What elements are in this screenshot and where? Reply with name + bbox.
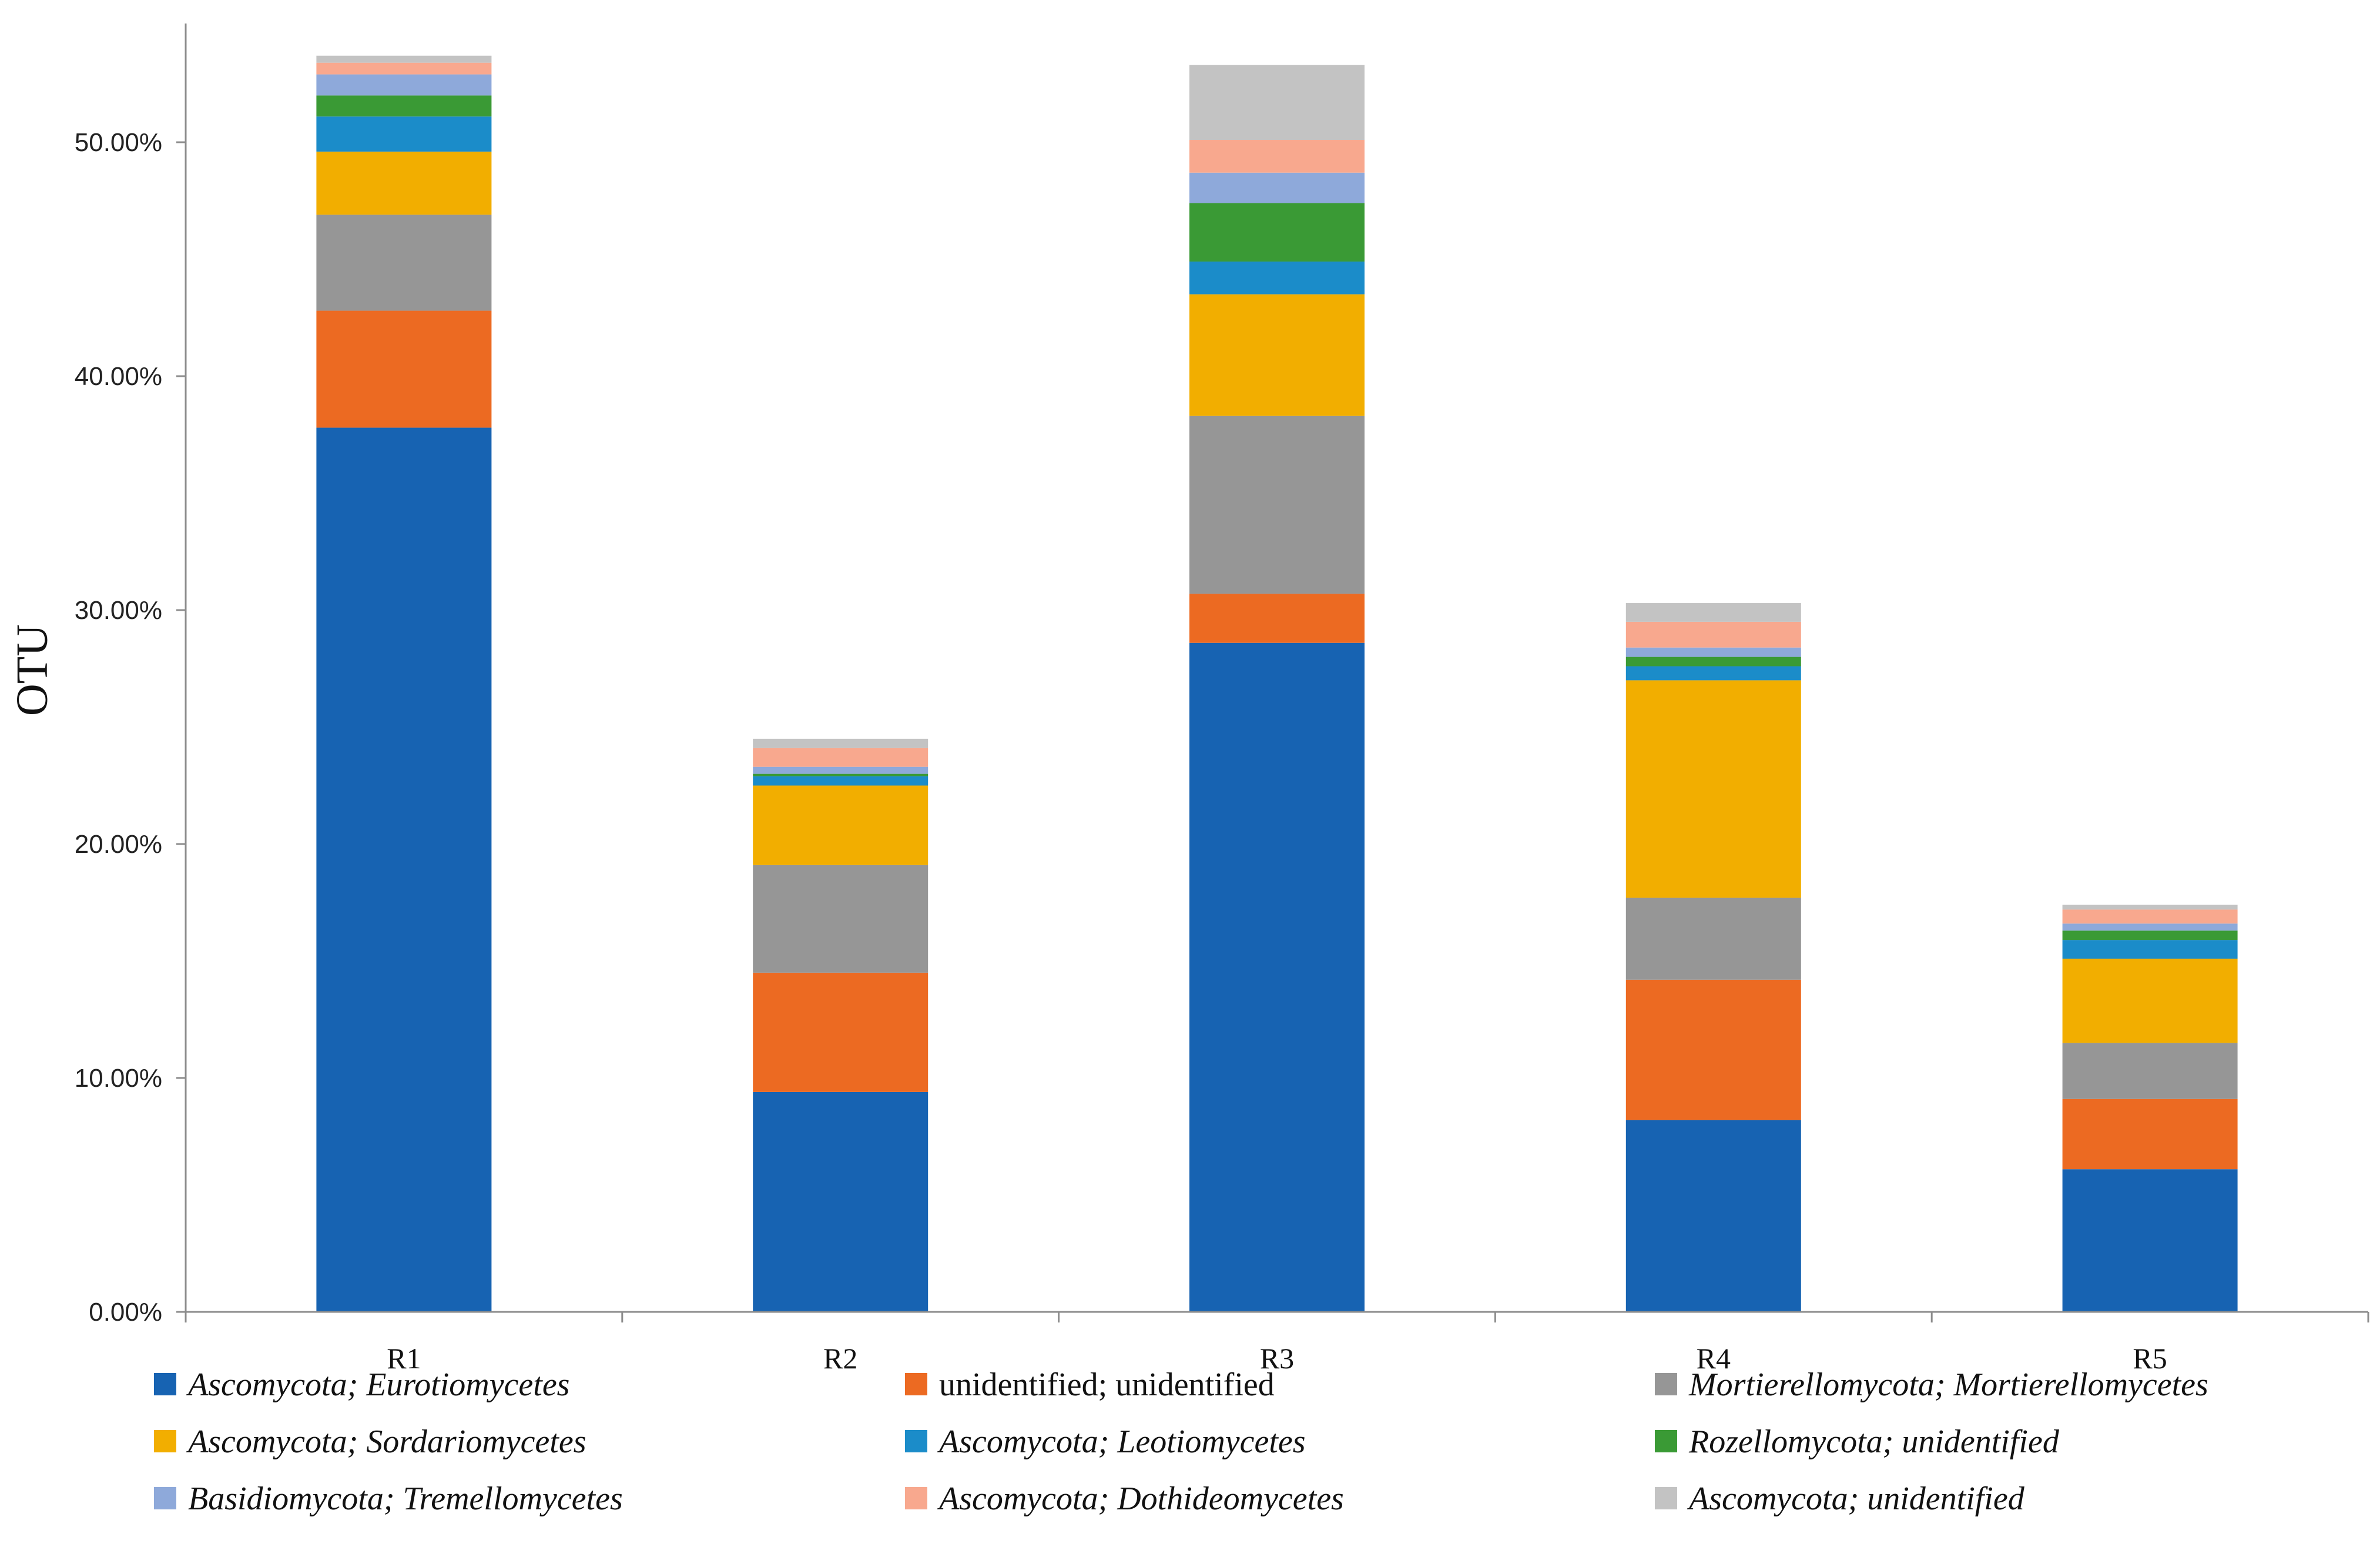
legend-swatch <box>154 1373 176 1395</box>
bar-segment <box>1189 416 1365 594</box>
legend-item: Ascomycota; Eurotiomycetes <box>154 1367 569 1403</box>
bar-segment <box>1189 65 1365 140</box>
bar-segment <box>1625 979 1801 1120</box>
bar-segment <box>316 310 492 428</box>
bar-segment <box>1189 140 1365 173</box>
bar-segment <box>1189 261 1365 294</box>
bar-segment <box>1625 666 1801 681</box>
bar-segment <box>753 776 928 786</box>
bar-segment <box>316 116 492 152</box>
bar-segment <box>1625 647 1801 657</box>
y-axis-title-group: OTU <box>8 624 57 716</box>
legend-item: Ascomycota; Sordariomycetes <box>154 1424 586 1460</box>
legend-swatch <box>905 1430 927 1452</box>
legend-swatch <box>1655 1373 1677 1395</box>
y-tick-label: 50.00% <box>75 128 162 157</box>
bar-segment <box>1189 642 1365 1312</box>
bar-segment <box>2062 1043 2238 1099</box>
legend-swatch <box>1655 1487 1677 1509</box>
bar-segment <box>2062 923 2238 931</box>
bar-segment <box>753 865 928 973</box>
bar-segment <box>2062 1169 2238 1312</box>
bar-segment <box>2062 905 2238 910</box>
legend-item: Ascomycota; unidentified <box>1655 1481 2025 1517</box>
bar-segment <box>1189 594 1365 643</box>
x-tick-label: R4 <box>1697 1342 1731 1375</box>
legend-item: Rozellomycota; unidentified <box>1655 1424 2060 1460</box>
legend-swatch <box>1655 1430 1677 1452</box>
bar-segment <box>1625 603 1801 622</box>
bar-segment <box>316 95 492 117</box>
bar-stack-r4 <box>1625 603 1801 1312</box>
legend-label: Ascomycota; Eurotiomycetes <box>186 1367 569 1403</box>
legend-item: unidentified; unidentified <box>905 1367 1275 1403</box>
bar-segment <box>753 785 928 865</box>
bar-segment <box>1189 172 1365 203</box>
bar-segment <box>2062 909 2238 924</box>
legend-swatch <box>154 1487 176 1509</box>
bar-segment <box>2062 930 2238 940</box>
legend-label: Ascomycota; unidentified <box>1687 1481 2025 1517</box>
x-tick-label: R5 <box>2133 1342 2167 1375</box>
bar-segment <box>2062 959 2238 1043</box>
legend-label: Mortierellomycota; Mortierellomycetes <box>1688 1367 2208 1403</box>
bar-segment <box>753 774 928 776</box>
bar-segment <box>1625 680 1801 898</box>
bar-segment <box>753 748 928 767</box>
legend-item: Ascomycota; Leotiomycetes <box>905 1424 1306 1460</box>
x-axis-labels: R1 R2 R3 R4 R5 <box>387 1342 2167 1375</box>
bar-segment <box>1625 898 1801 980</box>
bar-segment <box>2062 1099 2238 1170</box>
x-tick-label: R1 <box>387 1342 421 1375</box>
bar-segment <box>1189 294 1365 416</box>
legend-label: Basidiomycota; Tremellomycetes <box>188 1481 623 1517</box>
x-tick-label: R3 <box>1260 1342 1294 1375</box>
legend-label: Ascomycota; Leotiomycetes <box>937 1424 1306 1460</box>
bar-segment <box>1625 1120 1801 1312</box>
legend-item: Mortierellomycota; Mortierellomycetes <box>1655 1367 2208 1403</box>
x-tick-label: R2 <box>823 1342 857 1375</box>
legend: Ascomycota; Eurotiomycetes unidentified; … <box>154 1367 2208 1517</box>
legend-label: Ascomycota; Dothideomycetes <box>937 1481 1344 1517</box>
bar-segment <box>1189 203 1365 262</box>
bar-segment <box>1625 657 1801 667</box>
legend-swatch <box>905 1487 927 1509</box>
bar-stack-r1 <box>316 55 492 1312</box>
y-tick-label: 20.00% <box>75 830 162 859</box>
bar-segment <box>316 427 492 1312</box>
bar-stack-r5 <box>2062 905 2238 1312</box>
legend-item: Basidiomycota; Tremellomycetes <box>154 1481 623 1517</box>
legend-swatch <box>154 1430 176 1452</box>
legend-swatch <box>905 1373 927 1395</box>
bar-segment <box>753 1091 928 1312</box>
bar-stack-r3 <box>1189 65 1365 1312</box>
bar-segment <box>753 738 928 748</box>
y-axis-ticks: 0.00% 10.00% 20.00% 30.00% 40.00% 50.00% <box>75 128 186 1327</box>
legend-label: unidentified; unidentified <box>939 1367 1275 1403</box>
bar-segment <box>2062 940 2238 959</box>
y-tick-label: 40.00% <box>75 362 162 391</box>
bar-stacks <box>316 55 2238 1312</box>
bar-segment <box>316 62 492 75</box>
bar-segment <box>316 151 492 215</box>
axes <box>185 24 2369 1322</box>
legend-label: Rozellomycota; unidentified <box>1688 1424 2060 1460</box>
bar-segment <box>316 215 492 311</box>
y-axis-title: OTU <box>8 624 57 716</box>
y-tick-label: 10.00% <box>75 1064 162 1093</box>
bar-stack-r2 <box>753 738 928 1312</box>
bar-segment <box>1625 621 1801 648</box>
y-tick-label: 30.00% <box>75 596 162 625</box>
bar-segment <box>753 972 928 1092</box>
bar-segment <box>316 74 492 96</box>
bar-segment <box>753 766 928 774</box>
bar-segment <box>316 55 492 63</box>
legend-item: Ascomycota; Dothideomycetes <box>905 1481 1344 1517</box>
legend-label: Ascomycota; Sordariomycetes <box>186 1424 586 1460</box>
y-tick-label: 0.00% <box>89 1298 162 1327</box>
